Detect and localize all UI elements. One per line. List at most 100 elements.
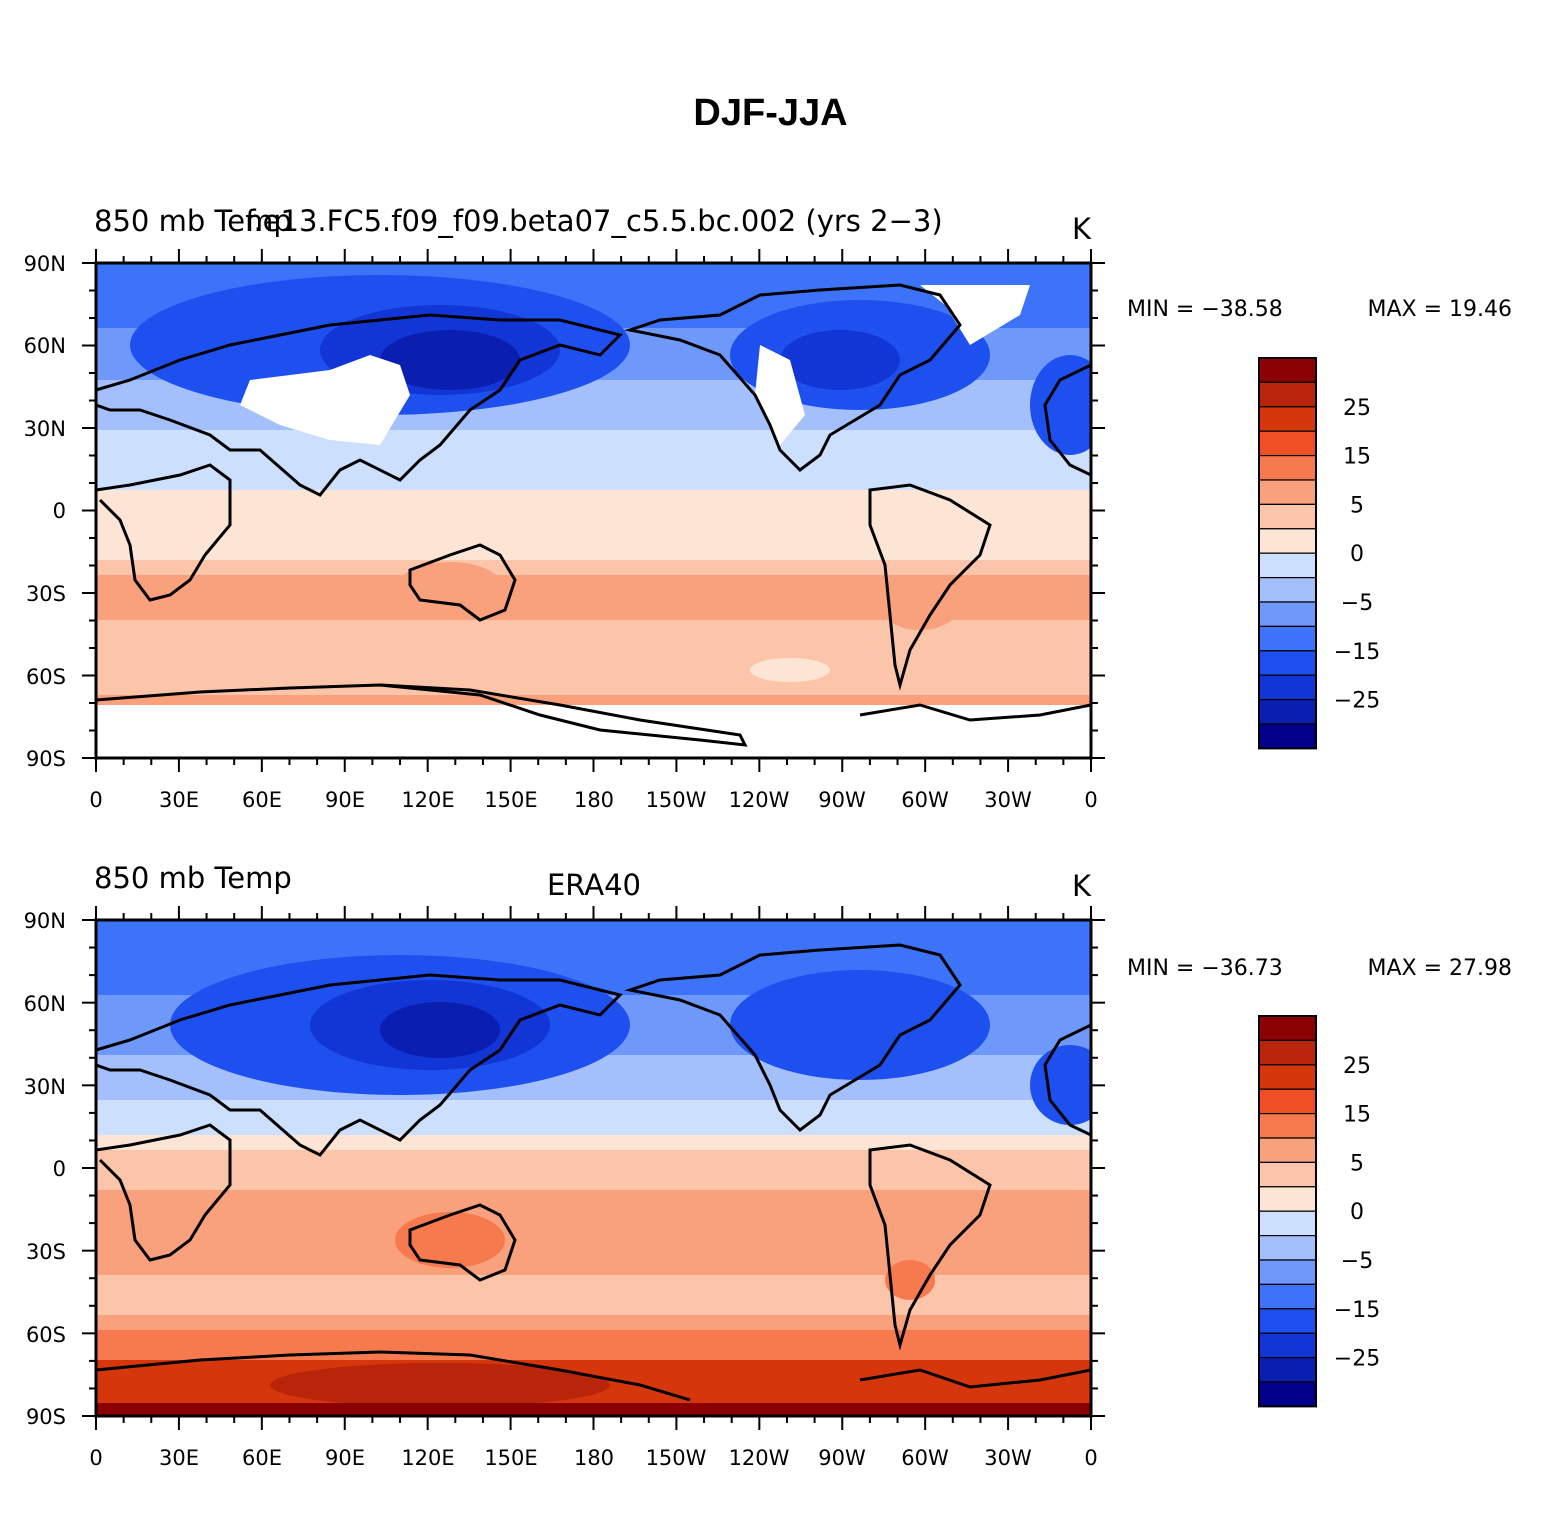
colorbar-swatch bbox=[1258, 625, 1317, 652]
lon-label: 0 bbox=[1084, 788, 1097, 812]
colorbar-swatch bbox=[1258, 503, 1317, 530]
contour-region bbox=[395, 562, 505, 618]
contour-region bbox=[750, 658, 830, 682]
axis-ticks bbox=[82, 249, 1105, 772]
lon-label: 150W bbox=[646, 788, 707, 812]
colorbar-swatch bbox=[1258, 1235, 1317, 1261]
colorbar: 25 15 5 0 −5 −15 −25 bbox=[1258, 357, 1380, 750]
max-label: MAX = 19.46 bbox=[1367, 297, 1512, 322]
lat-label: 30N bbox=[24, 417, 66, 441]
lon-label: 120E bbox=[401, 1446, 454, 1470]
lon-label: 60W bbox=[901, 1446, 949, 1470]
lon-label: 0 bbox=[89, 788, 102, 812]
colorbar-swatch bbox=[1258, 1259, 1317, 1285]
coastlines bbox=[96, 283, 1091, 747]
colorbar-label: −15 bbox=[1334, 1298, 1380, 1323]
lat-label: 60N bbox=[24, 334, 66, 358]
contour-region bbox=[780, 330, 900, 390]
lon-label: 90E bbox=[325, 1446, 365, 1470]
colorbar-label: 5 bbox=[1350, 493, 1364, 518]
lat-label: 30N bbox=[24, 1075, 66, 1099]
lon-label: 120W bbox=[729, 788, 790, 812]
lon-label: 90E bbox=[325, 788, 365, 812]
colorbar-swatch bbox=[1258, 699, 1317, 725]
lon-label: 30W bbox=[984, 1446, 1032, 1470]
colorbar: 25 15 5 0 −5 −15 −25 bbox=[1258, 1015, 1380, 1408]
colorbar-label: 0 bbox=[1350, 542, 1364, 567]
lon-label: 30W bbox=[984, 788, 1032, 812]
lon-label: 90W bbox=[818, 788, 866, 812]
colorbar-swatch bbox=[1258, 1357, 1317, 1383]
lat-label: 60S bbox=[26, 665, 66, 689]
axis-ticks bbox=[82, 906, 1105, 1430]
colorbar-swatch bbox=[1258, 1015, 1317, 1041]
lat-label: 60S bbox=[26, 1323, 66, 1347]
latitude-labels: 90N 60N 30N 0 30S 60S 90S bbox=[24, 909, 66, 1429]
lon-label: 150E bbox=[484, 1446, 537, 1470]
colorbar-swatch bbox=[1258, 1039, 1317, 1066]
colorbar-swatch bbox=[1258, 1381, 1317, 1407]
colorbar-label: 5 bbox=[1350, 1151, 1364, 1176]
lon-label: 0 bbox=[89, 1446, 102, 1470]
colorbar-swatch bbox=[1258, 1308, 1317, 1334]
lon-label: 30E bbox=[159, 788, 199, 812]
figure-title: DJF-JJA bbox=[693, 92, 848, 134]
panel-units: K bbox=[1072, 212, 1092, 246]
colorbar-swatch bbox=[1258, 430, 1317, 457]
colorbar-swatch bbox=[1258, 357, 1317, 383]
colorbar-label: −25 bbox=[1334, 689, 1380, 714]
contour-region bbox=[880, 580, 960, 630]
lat-label: 0 bbox=[53, 1157, 66, 1181]
contour-region bbox=[96, 1275, 1091, 1315]
colorbar-swatch bbox=[1258, 1186, 1317, 1212]
contour-region bbox=[96, 425, 1091, 490]
colorbar-swatch bbox=[1258, 479, 1317, 505]
panel-left-title: 850 mb Temp bbox=[94, 204, 292, 238]
contour-region bbox=[96, 1325, 1091, 1360]
contour-region bbox=[96, 485, 1091, 560]
coastlines bbox=[96, 943, 1091, 1402]
colorbar-label: −5 bbox=[1341, 591, 1373, 616]
colorbar-swatch bbox=[1258, 1112, 1317, 1139]
colorbar-swatch bbox=[1258, 1137, 1317, 1163]
colorbar-swatch bbox=[1258, 406, 1317, 432]
lat-label: 0 bbox=[53, 499, 66, 523]
colorbar-swatch bbox=[1258, 601, 1317, 627]
colorbar-label: −25 bbox=[1334, 1347, 1380, 1372]
contour-region bbox=[1030, 355, 1091, 455]
latitude-labels: 90N 60N 30N 0 30S 60S 90S bbox=[24, 252, 66, 771]
contour-region bbox=[380, 330, 520, 390]
contour-region bbox=[730, 970, 990, 1080]
colorbar-swatch bbox=[1258, 1064, 1317, 1090]
colorbar-swatch bbox=[1258, 528, 1317, 554]
lon-label: 30E bbox=[159, 1446, 199, 1470]
colorbar-label: 0 bbox=[1350, 1200, 1364, 1225]
colorbar-frame bbox=[1258, 357, 1317, 750]
panel-left-title: 850 mb Temp bbox=[94, 861, 292, 895]
colorbar-swatch bbox=[1258, 1088, 1317, 1115]
model-panel: 90N 60N 30N 0 30S 60S 90S 0 30E 60E 90E … bbox=[24, 204, 1512, 812]
colorbar-swatch bbox=[1258, 1283, 1317, 1310]
contour-region bbox=[96, 1403, 1091, 1416]
colorbar-label: 25 bbox=[1343, 1054, 1371, 1079]
min-label: MIN = −38.58 bbox=[1127, 297, 1283, 322]
lat-label: 60N bbox=[24, 992, 66, 1016]
lat-label: 90N bbox=[24, 909, 66, 933]
lon-label: 120W bbox=[729, 1446, 790, 1470]
lon-label: 180 bbox=[574, 1446, 614, 1470]
reference-panel: 90N 60N 30N 0 30S 60S 90S 0 30E 60E 90E … bbox=[24, 861, 1512, 1470]
lat-label: 90N bbox=[24, 252, 66, 276]
lat-label: 30S bbox=[26, 582, 66, 606]
colorbar-swatch bbox=[1258, 1161, 1317, 1188]
colorbar-label: −15 bbox=[1334, 640, 1380, 665]
longitude-labels: 0 30E 60E 90E 120E 150E 180 150W 120W 90… bbox=[89, 788, 1097, 812]
contour-region bbox=[96, 1095, 1091, 1135]
lon-label: 0 bbox=[1084, 1446, 1097, 1470]
temperature-field bbox=[96, 263, 1091, 758]
lon-label: 60E bbox=[242, 1446, 282, 1470]
colorbar-swatch bbox=[1258, 381, 1317, 408]
panel-center-title: f.e13.FC5.f09_f09.beta07_c5.5.bc.002 (yr… bbox=[245, 204, 942, 238]
lon-label: 60E bbox=[242, 788, 282, 812]
contour-region bbox=[270, 1363, 610, 1407]
lon-label: 120E bbox=[401, 788, 454, 812]
